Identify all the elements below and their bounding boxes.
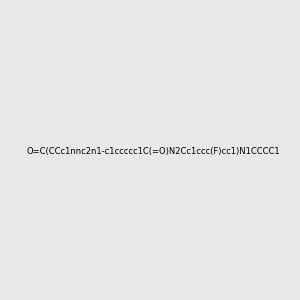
- Text: O=C(CCc1nnc2n1-c1ccccc1C(=O)N2Cc1ccc(F)cc1)N1CCCC1: O=C(CCc1nnc2n1-c1ccccc1C(=O)N2Cc1ccc(F)c…: [27, 147, 280, 156]
